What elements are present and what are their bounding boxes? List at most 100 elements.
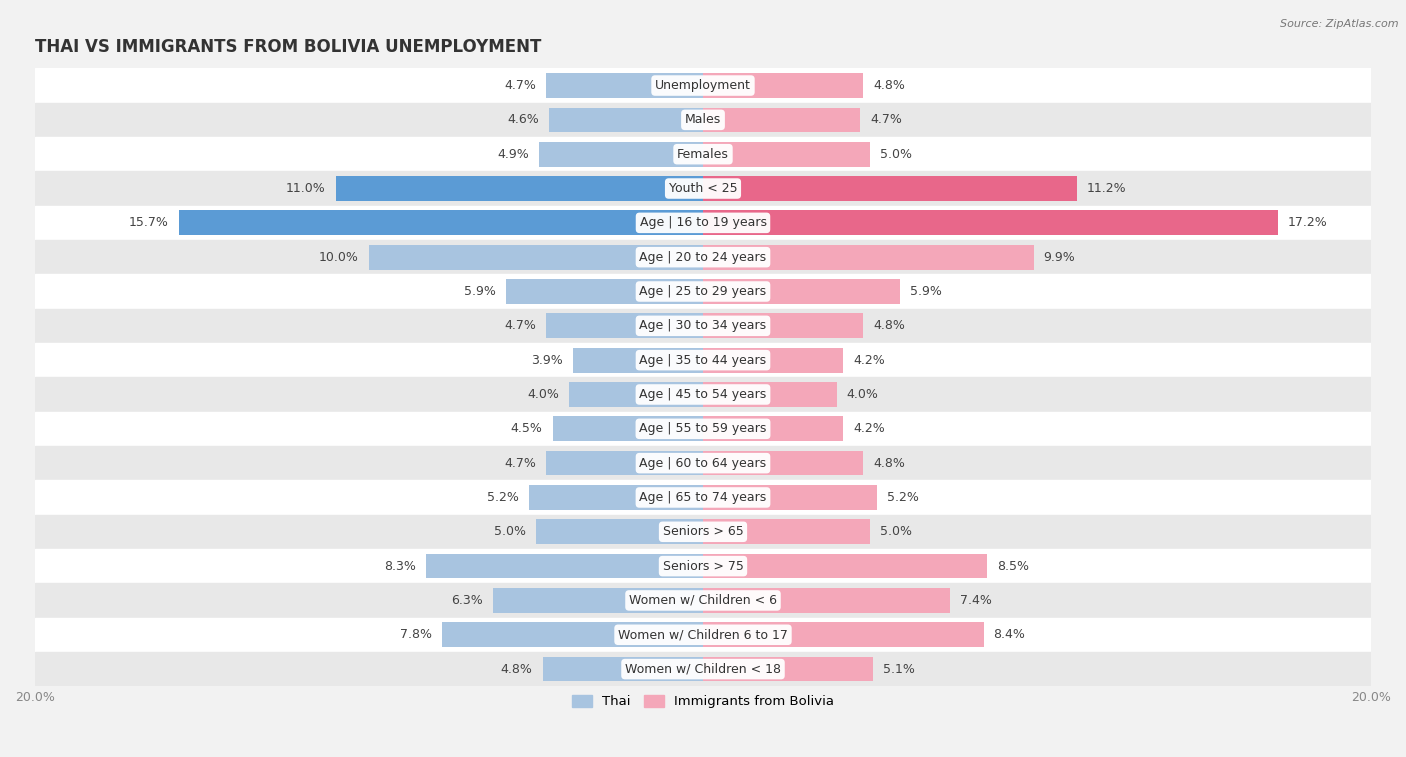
Text: 4.5%: 4.5% (510, 422, 543, 435)
Text: 5.2%: 5.2% (488, 491, 519, 504)
Bar (443, 622, 703, 647)
Bar (703, 519, 870, 544)
Bar (703, 554, 987, 578)
Bar (35, 343, 1371, 377)
Bar (35, 240, 1371, 274)
Bar (35, 309, 1371, 343)
Text: 4.9%: 4.9% (498, 148, 529, 160)
Text: Age | 55 to 59 years: Age | 55 to 59 years (640, 422, 766, 435)
Text: 11.2%: 11.2% (1087, 182, 1126, 195)
Bar (703, 416, 844, 441)
Bar (35, 377, 1371, 412)
Text: Seniors > 65: Seniors > 65 (662, 525, 744, 538)
Text: Age | 16 to 19 years: Age | 16 to 19 years (640, 217, 766, 229)
Bar (543, 657, 703, 681)
Text: 4.8%: 4.8% (501, 662, 533, 675)
Bar (35, 206, 1371, 240)
Text: 5.9%: 5.9% (464, 285, 496, 298)
Bar (703, 622, 984, 647)
Text: 8.3%: 8.3% (384, 559, 416, 572)
Bar (35, 68, 1371, 103)
Text: 11.0%: 11.0% (285, 182, 326, 195)
Text: Age | 45 to 54 years: Age | 45 to 54 years (640, 388, 766, 401)
Text: 7.4%: 7.4% (960, 594, 993, 607)
Bar (703, 210, 1278, 235)
Text: 4.8%: 4.8% (873, 456, 905, 469)
Text: 6.3%: 6.3% (451, 594, 482, 607)
Text: 4.7%: 4.7% (505, 456, 536, 469)
Bar (368, 245, 703, 269)
Text: Males: Males (685, 114, 721, 126)
Text: 8.4%: 8.4% (994, 628, 1025, 641)
Text: 4.7%: 4.7% (505, 79, 536, 92)
Text: 10.0%: 10.0% (319, 251, 359, 263)
Text: Females: Females (678, 148, 728, 160)
Text: 5.0%: 5.0% (880, 148, 912, 160)
Bar (35, 549, 1371, 584)
Bar (703, 279, 900, 304)
Text: 4.2%: 4.2% (853, 354, 884, 366)
Bar (35, 137, 1371, 171)
Bar (703, 382, 837, 407)
Text: 9.9%: 9.9% (1043, 251, 1076, 263)
Bar (703, 485, 877, 509)
Text: 5.1%: 5.1% (883, 662, 915, 675)
Text: Youth < 25: Youth < 25 (669, 182, 737, 195)
Bar (492, 588, 703, 613)
Text: 8.5%: 8.5% (997, 559, 1029, 572)
Bar (179, 210, 703, 235)
Bar (540, 142, 703, 167)
Bar (550, 107, 703, 132)
Bar (703, 313, 863, 338)
Text: THAI VS IMMIGRANTS FROM BOLIVIA UNEMPLOYMENT: THAI VS IMMIGRANTS FROM BOLIVIA UNEMPLOY… (35, 38, 541, 56)
Bar (569, 382, 703, 407)
Bar (35, 103, 1371, 137)
Legend: Thai, Immigrants from Bolivia: Thai, Immigrants from Bolivia (567, 690, 839, 714)
Bar (703, 107, 860, 132)
Text: 4.0%: 4.0% (527, 388, 560, 401)
Text: 15.7%: 15.7% (129, 217, 169, 229)
Text: Seniors > 75: Seniors > 75 (662, 559, 744, 572)
Bar (703, 73, 863, 98)
Text: Age | 65 to 74 years: Age | 65 to 74 years (640, 491, 766, 504)
Bar (35, 446, 1371, 480)
Bar (703, 142, 870, 167)
Bar (703, 347, 844, 372)
Bar (426, 554, 703, 578)
Bar (35, 515, 1371, 549)
Text: 4.8%: 4.8% (873, 79, 905, 92)
Bar (546, 450, 703, 475)
Text: Age | 60 to 64 years: Age | 60 to 64 years (640, 456, 766, 469)
Text: 4.2%: 4.2% (853, 422, 884, 435)
Bar (572, 347, 703, 372)
Bar (35, 652, 1371, 687)
Text: 5.2%: 5.2% (887, 491, 918, 504)
Bar (529, 485, 703, 509)
Text: Women w/ Children < 6: Women w/ Children < 6 (628, 594, 778, 607)
Text: Source: ZipAtlas.com: Source: ZipAtlas.com (1281, 19, 1399, 29)
Text: 17.2%: 17.2% (1288, 217, 1327, 229)
Bar (35, 584, 1371, 618)
Text: 4.7%: 4.7% (505, 319, 536, 332)
Bar (506, 279, 703, 304)
Text: 3.9%: 3.9% (531, 354, 562, 366)
Bar (703, 245, 1033, 269)
Bar (546, 313, 703, 338)
Text: 4.6%: 4.6% (508, 114, 540, 126)
Text: Unemployment: Unemployment (655, 79, 751, 92)
Text: Women w/ Children < 18: Women w/ Children < 18 (626, 662, 780, 675)
Text: Age | 20 to 24 years: Age | 20 to 24 years (640, 251, 766, 263)
Text: Age | 35 to 44 years: Age | 35 to 44 years (640, 354, 766, 366)
Text: 7.8%: 7.8% (401, 628, 433, 641)
Bar (336, 176, 703, 201)
Bar (703, 176, 1077, 201)
Text: 4.0%: 4.0% (846, 388, 879, 401)
Bar (546, 73, 703, 98)
Text: Age | 30 to 34 years: Age | 30 to 34 years (640, 319, 766, 332)
Bar (35, 274, 1371, 309)
Bar (703, 657, 873, 681)
Bar (35, 412, 1371, 446)
Text: 5.9%: 5.9% (910, 285, 942, 298)
Bar (703, 588, 950, 613)
Bar (35, 480, 1371, 515)
